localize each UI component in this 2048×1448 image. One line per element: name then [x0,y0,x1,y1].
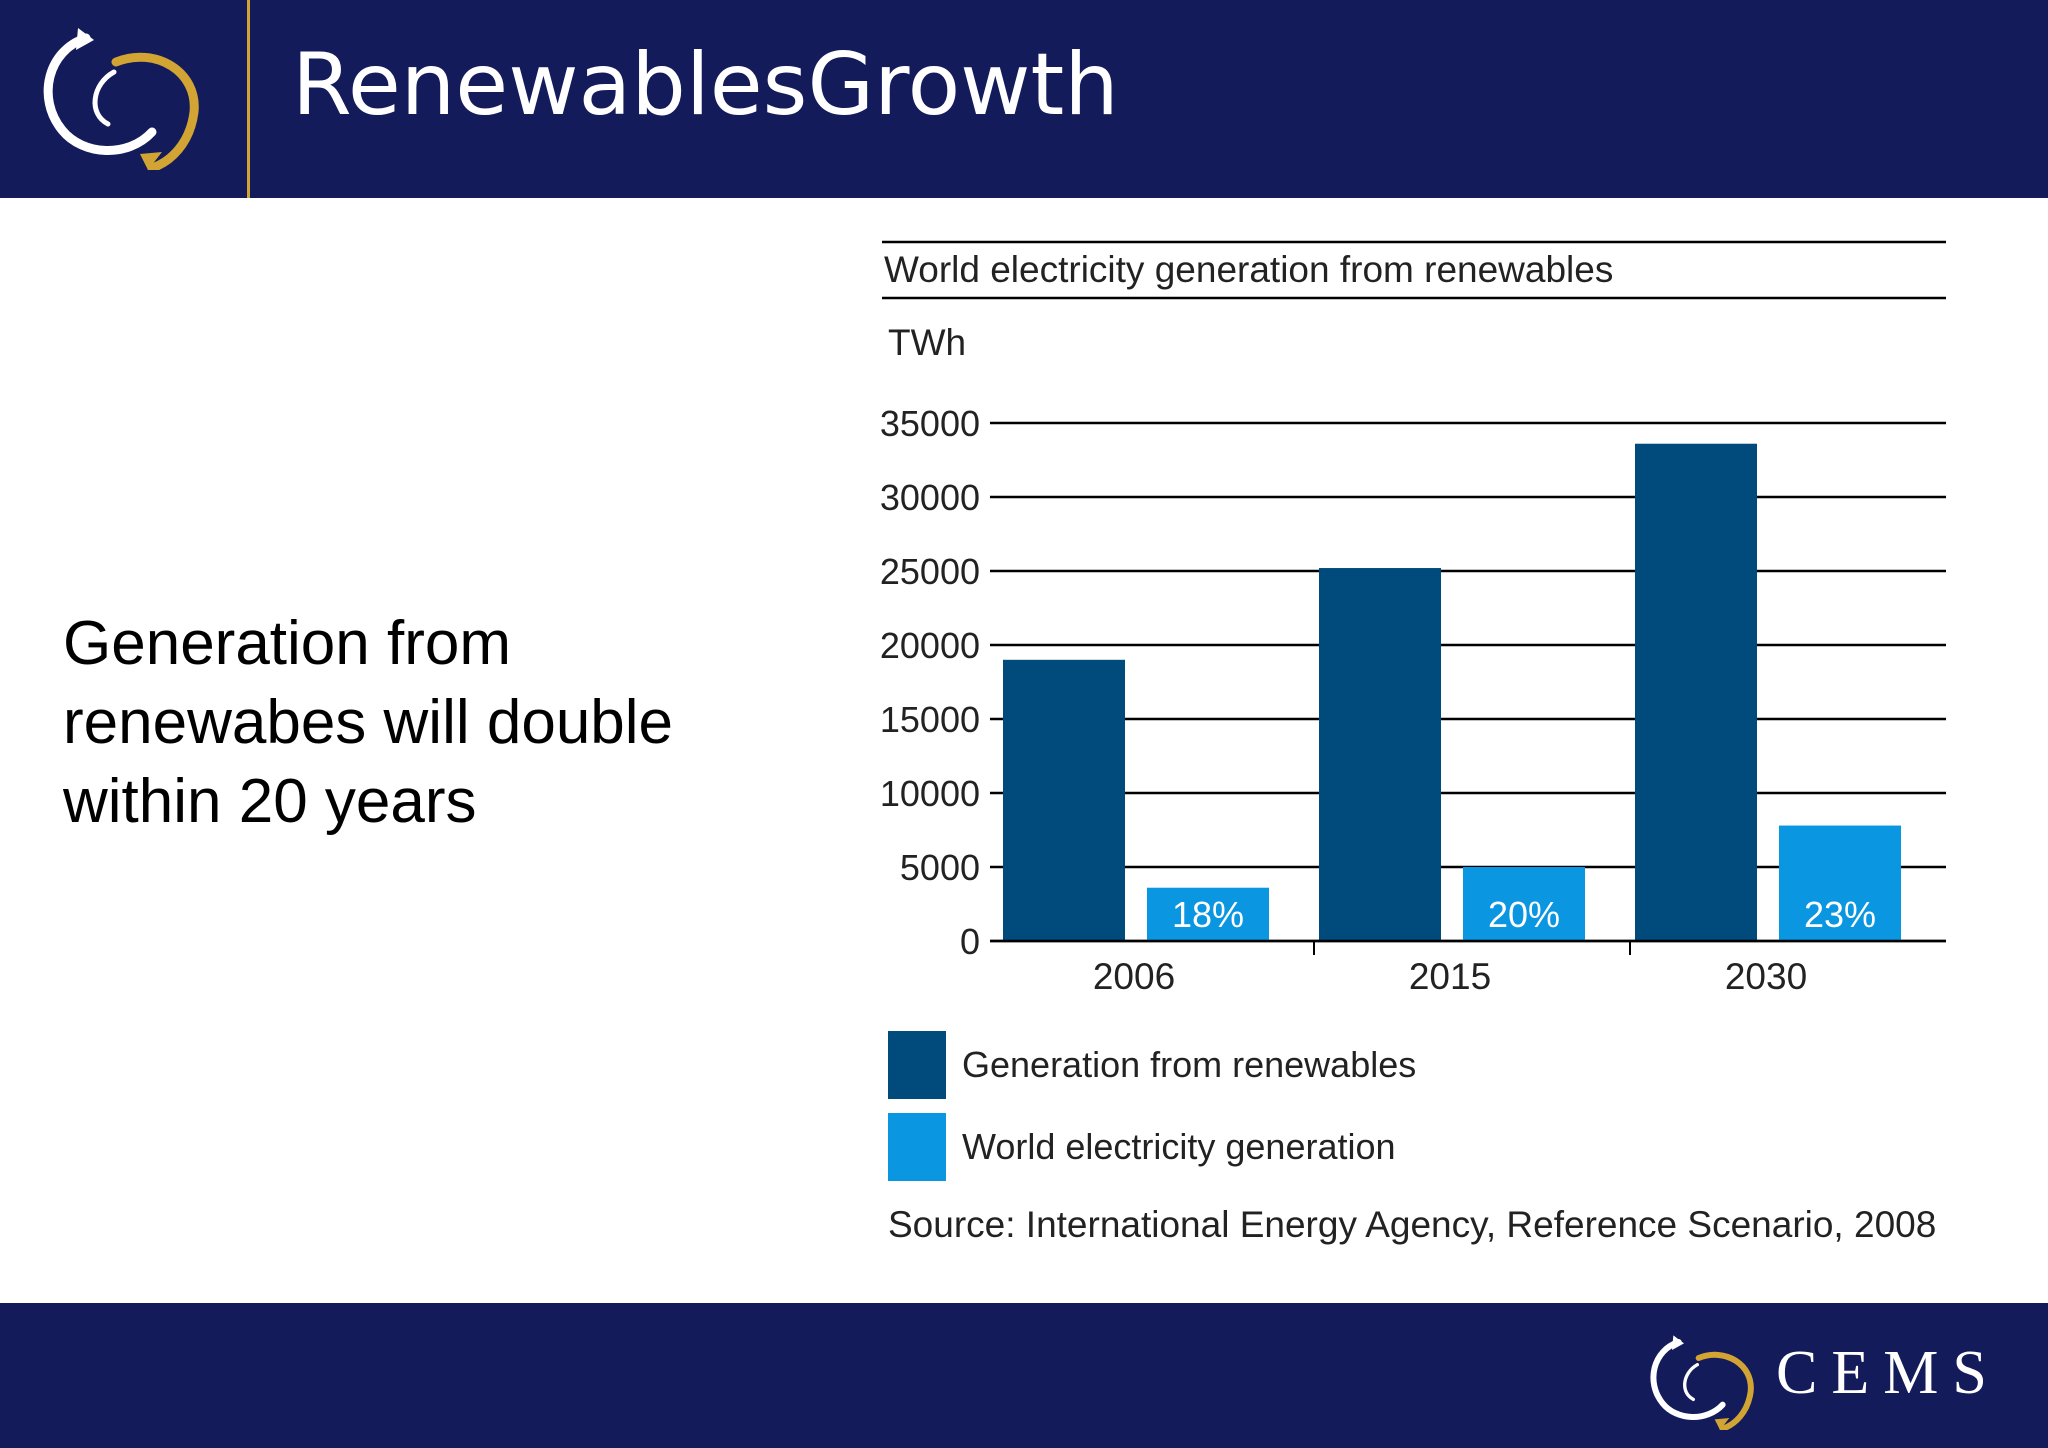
cems-logo-icon [43,28,199,170]
bar-world-2030 [1779,825,1901,941]
y-tick-label: 15000 [880,699,980,740]
y-tick-label: 10000 [880,773,980,814]
x-tick-label: 2015 [1409,956,1491,997]
bar-world-2015 [1463,867,1585,941]
legend-label: World electricity generation [962,1126,1396,1167]
x-tick-label: 2006 [1093,956,1175,997]
chart-title: World electricity generation from renewa… [884,249,1613,290]
y-tick-label: 5000 [900,847,980,888]
bar-renewables-2015 [1319,568,1441,941]
y-axis-unit: TWh [888,322,966,363]
header-bar [0,0,2048,198]
footer-logo-icon [1650,1335,1754,1430]
x-tick-label: 2030 [1725,956,1807,997]
legend-swatch [888,1113,946,1181]
footer-bar [0,1303,2048,1448]
bar-data-label: 23% [1804,894,1876,935]
legend-label: Generation from renewables [962,1044,1416,1085]
bar-world-2006 [1147,887,1269,941]
bar-data-label: 18% [1172,894,1244,935]
source-note: Source: International Energy Agency, Ref… [888,1204,1936,1245]
bar-renewables-2030 [1635,443,1757,941]
y-tick-label: 20000 [880,625,980,666]
bar-chart: World electricity generation from renewa… [880,240,1946,1245]
legend-swatch [888,1031,946,1099]
bar-data-label: 20% [1488,894,1560,935]
bar-renewables-2006 [1003,659,1125,941]
y-tick-label: 30000 [880,477,980,518]
y-tick-label: 0 [960,921,980,962]
y-tick-label: 25000 [880,551,980,592]
footer-brand: CEMS [1776,1339,2001,1407]
body-text: Generation from renewabes will double wi… [63,609,674,836]
header-divider [247,0,250,198]
slide-title: RenewablesGrowth [292,35,1119,135]
y-tick-label: 35000 [880,403,980,444]
